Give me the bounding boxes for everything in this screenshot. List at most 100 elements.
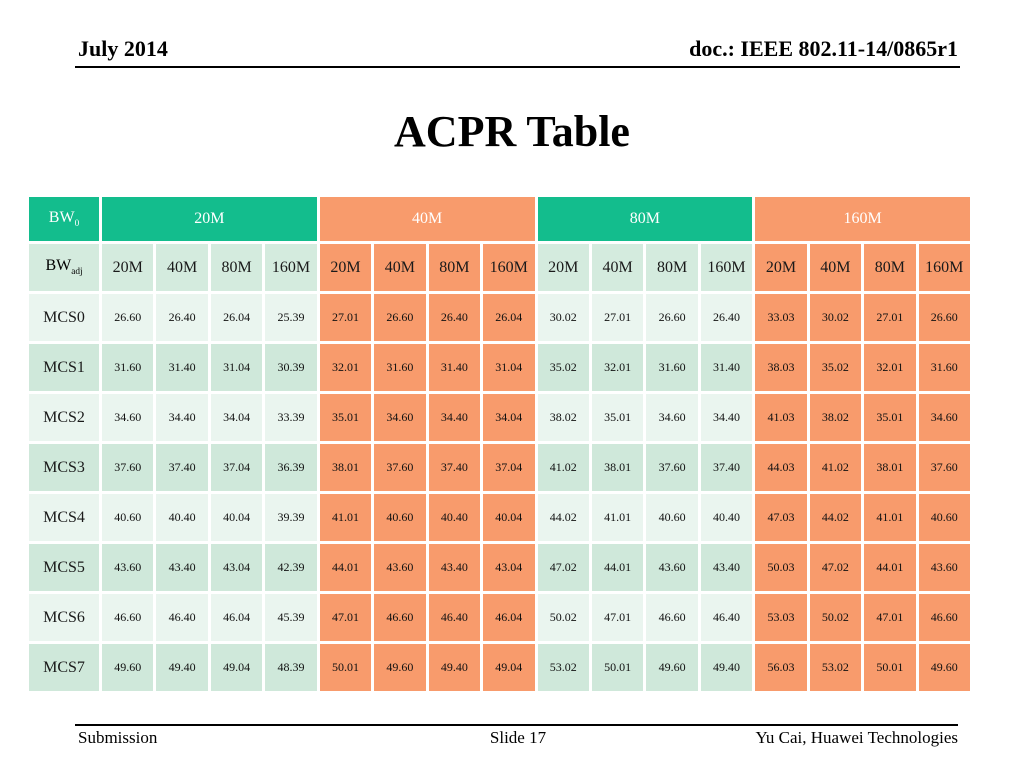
value-cell: 37.40 [700, 444, 753, 491]
value-cell: 31.60 [102, 344, 154, 391]
value-cell: 31.40 [428, 344, 481, 391]
value-cell: 50.02 [537, 594, 589, 641]
value-cell: 43.04 [483, 544, 535, 591]
footer-slide-number: Slide 17 [489, 728, 547, 747]
value-cell: 43.60 [102, 544, 154, 591]
subheader-cell-160m: 160M [483, 244, 535, 291]
value-cell: 47.01 [864, 594, 916, 641]
row-label: MCS5 [29, 544, 99, 591]
value-cell: 34.40 [700, 394, 753, 441]
value-cell: 41.02 [809, 444, 862, 491]
footer-rule [75, 724, 958, 726]
value-cell: 49.04 [483, 644, 535, 691]
value-cell: 32.01 [319, 344, 372, 391]
value-cell: 34.04 [210, 394, 263, 441]
value-cell: 34.60 [918, 394, 970, 441]
value-cell: 49.60 [646, 644, 698, 691]
value-cell: 38.02 [537, 394, 589, 441]
value-cell: 34.60 [102, 394, 154, 441]
row-label: MCS4 [29, 494, 99, 541]
value-cell: 50.03 [755, 544, 807, 591]
value-cell: 49.40 [700, 644, 753, 691]
value-cell: 35.02 [537, 344, 589, 391]
page-footer: Slide 17 Submission Yu Cai, Huawei Techn… [78, 728, 958, 748]
header-rule [75, 66, 960, 68]
value-cell: 37.60 [646, 444, 698, 491]
subheader-cell-80m: 80M [864, 244, 916, 291]
value-cell: 30.02 [537, 294, 589, 341]
header-doc-number: doc.: IEEE 802.11-14/0865r1 [689, 36, 958, 61]
value-cell: 32.01 [864, 344, 916, 391]
value-cell: 42.39 [265, 544, 317, 591]
value-cell: 31.04 [483, 344, 535, 391]
value-cell: 44.02 [537, 494, 589, 541]
subheader-cell-160m: 160M [700, 244, 753, 291]
value-cell: 26.60 [102, 294, 154, 341]
value-cell: 44.03 [755, 444, 807, 491]
subheader-cell-160m: 160M [265, 244, 317, 291]
value-cell: 43.40 [156, 544, 208, 591]
value-cell: 40.60 [102, 494, 154, 541]
value-cell: 26.40 [428, 294, 481, 341]
value-cell: 38.01 [864, 444, 916, 491]
value-cell: 56.03 [755, 644, 807, 691]
value-cell: 31.40 [156, 344, 208, 391]
footer-submission: Submission [78, 728, 158, 747]
subheader-cell-40m: 40M [591, 244, 644, 291]
value-cell: 31.60 [374, 344, 426, 391]
value-cell: 44.02 [809, 494, 862, 541]
value-cell: 48.39 [265, 644, 317, 691]
value-cell: 39.39 [265, 494, 317, 541]
table-row-mcs3: MCS3 37.60 37.40 37.04 36.39 38.01 37.60 37.40 3… [29, 444, 970, 491]
subheader-cell-20m: 20M [102, 244, 154, 291]
value-cell: 34.04 [483, 394, 535, 441]
page-title: ACPR Table [394, 107, 630, 156]
value-cell: 27.01 [319, 294, 372, 341]
value-cell: 43.60 [918, 544, 970, 591]
row-label: MCS3 [29, 444, 99, 491]
value-cell: 40.40 [428, 494, 481, 541]
subscript: adj [71, 267, 83, 278]
value-cell: 32.01 [591, 344, 644, 391]
value-cell: 40.04 [483, 494, 535, 541]
subheader-cell-80m: 80M [646, 244, 698, 291]
value-cell: 44.01 [591, 544, 644, 591]
subheader-cell-80m: 80M [210, 244, 263, 291]
value-cell: 53.03 [755, 594, 807, 641]
subscript: 0 [74, 219, 80, 230]
value-cell: 49.60 [374, 644, 426, 691]
value-cell: 40.04 [210, 494, 263, 541]
table-row-mcs7: MCS7 49.60 49.40 49.04 48.39 50.01 49.60 49.40 4… [29, 644, 970, 691]
value-cell: 26.40 [700, 294, 753, 341]
row-label: MCS2 [29, 394, 99, 441]
subheader-cell-40m: 40M [374, 244, 426, 291]
value-cell: 49.60 [102, 644, 154, 691]
value-cell: 45.39 [265, 594, 317, 641]
value-cell: 30.02 [809, 294, 862, 341]
value-cell: 40.40 [700, 494, 753, 541]
value-cell: 34.60 [374, 394, 426, 441]
page-header: July 2014 doc.: IEEE 802.11-14/0865r1 [78, 36, 958, 62]
value-cell: 31.40 [700, 344, 753, 391]
value-cell: 46.04 [210, 594, 263, 641]
value-cell: 53.02 [537, 644, 589, 691]
value-cell: 26.40 [156, 294, 208, 341]
value-cell: 35.01 [319, 394, 372, 441]
value-cell: 26.60 [374, 294, 426, 341]
row-label: MCS1 [29, 344, 99, 391]
acpr-table: BW0 20M 40M 80M 160M BWadj 20M 40M 80M 160M 20M 40… [26, 194, 973, 694]
value-cell: 40.60 [918, 494, 970, 541]
value-cell: 44.01 [864, 544, 916, 591]
value-cell: 49.40 [156, 644, 208, 691]
value-cell: 37.04 [483, 444, 535, 491]
value-cell: 47.03 [755, 494, 807, 541]
subheader-cell-80m: 80M [428, 244, 481, 291]
value-cell: 53.02 [809, 644, 862, 691]
value-cell: 44.01 [319, 544, 372, 591]
value-cell: 26.60 [646, 294, 698, 341]
value-cell: 41.01 [319, 494, 372, 541]
value-cell: 41.03 [755, 394, 807, 441]
value-cell: 46.40 [156, 594, 208, 641]
value-cell: 37.60 [102, 444, 154, 491]
